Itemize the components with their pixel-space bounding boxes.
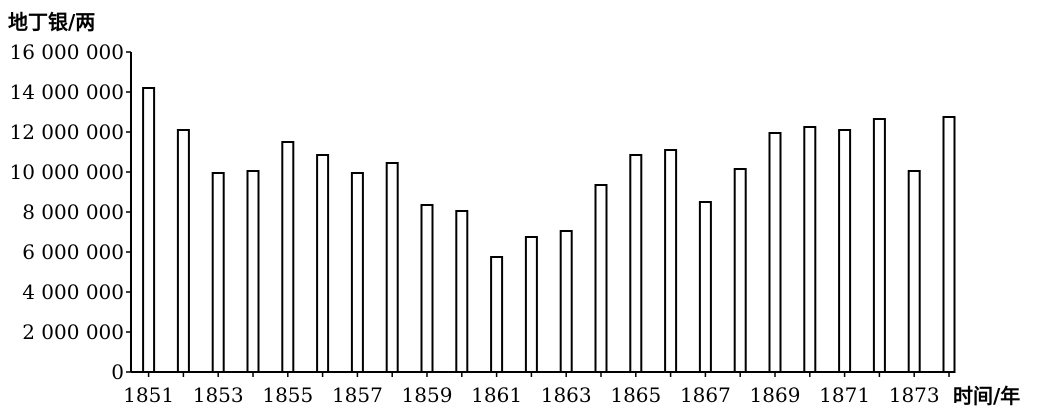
x-tick-label: 1855 <box>262 383 313 407</box>
y-tick-label: 12 000 000 <box>9 120 124 144</box>
bar-1873 <box>907 170 921 373</box>
bar-1870 <box>803 126 817 373</box>
y-ticks: 0 2 000 000 4 000 000 6 000 000 8 000 000 10 … <box>9 40 131 384</box>
y-tick-label: 0 <box>111 360 124 384</box>
bar-1852 <box>176 129 190 373</box>
y-tick-label: 4 000 000 <box>22 280 124 304</box>
bar-1869 <box>768 132 782 373</box>
bar-1856 <box>316 154 330 373</box>
y-tick-label: 6 000 000 <box>22 240 124 264</box>
bar-1874 <box>942 116 956 373</box>
x-tick-label: 1867 <box>680 383 731 407</box>
y-tick-label: 14 000 000 <box>9 80 124 104</box>
x-tick-label: 1863 <box>541 383 592 407</box>
bar-1865 <box>629 154 643 373</box>
x-tick-label: 1851 <box>123 383 174 407</box>
bar-1854 <box>246 170 260 373</box>
bar-1860 <box>455 210 469 373</box>
bar-1853 <box>211 172 225 373</box>
bar-1872 <box>872 118 886 373</box>
bar-1857 <box>350 172 364 373</box>
bar-1861 <box>490 256 504 373</box>
bars <box>142 87 956 373</box>
bar-1859 <box>420 204 434 373</box>
bar-1868 <box>733 168 747 373</box>
bar-1858 <box>385 162 399 373</box>
y-tick-label: 8 000 000 <box>22 200 124 224</box>
x-tick-label: 1871 <box>819 383 870 407</box>
bar-1864 <box>594 184 608 373</box>
bar-1863 <box>559 230 573 373</box>
x-axis-title: 时间/年 <box>953 384 1020 408</box>
bar-1871 <box>838 129 852 373</box>
bar-1855 <box>281 141 295 373</box>
x-ticks: 1851 1853 1855 1857 1859 1861 1863 1865 1867 1869… <box>123 372 950 407</box>
bar-1851 <box>142 87 156 373</box>
y-axis-title: 地丁银/两 <box>8 10 95 34</box>
x-tick-label: 1857 <box>332 383 383 407</box>
x-tick-label: 1873 <box>889 383 940 407</box>
x-tick-label: 1861 <box>471 383 522 407</box>
x-tick-label: 1865 <box>610 383 661 407</box>
y-tick-label: 10 000 000 <box>9 160 124 184</box>
x-tick-label: 1853 <box>193 383 244 407</box>
bar-1862 <box>524 236 538 373</box>
bar-1866 <box>664 149 678 373</box>
bar-1867 <box>698 201 712 373</box>
y-tick-label: 2 000 000 <box>22 320 124 344</box>
y-tick-label: 16 000 000 <box>9 40 124 64</box>
x-tick-label: 1859 <box>402 383 453 407</box>
x-tick-label: 1869 <box>750 383 801 407</box>
